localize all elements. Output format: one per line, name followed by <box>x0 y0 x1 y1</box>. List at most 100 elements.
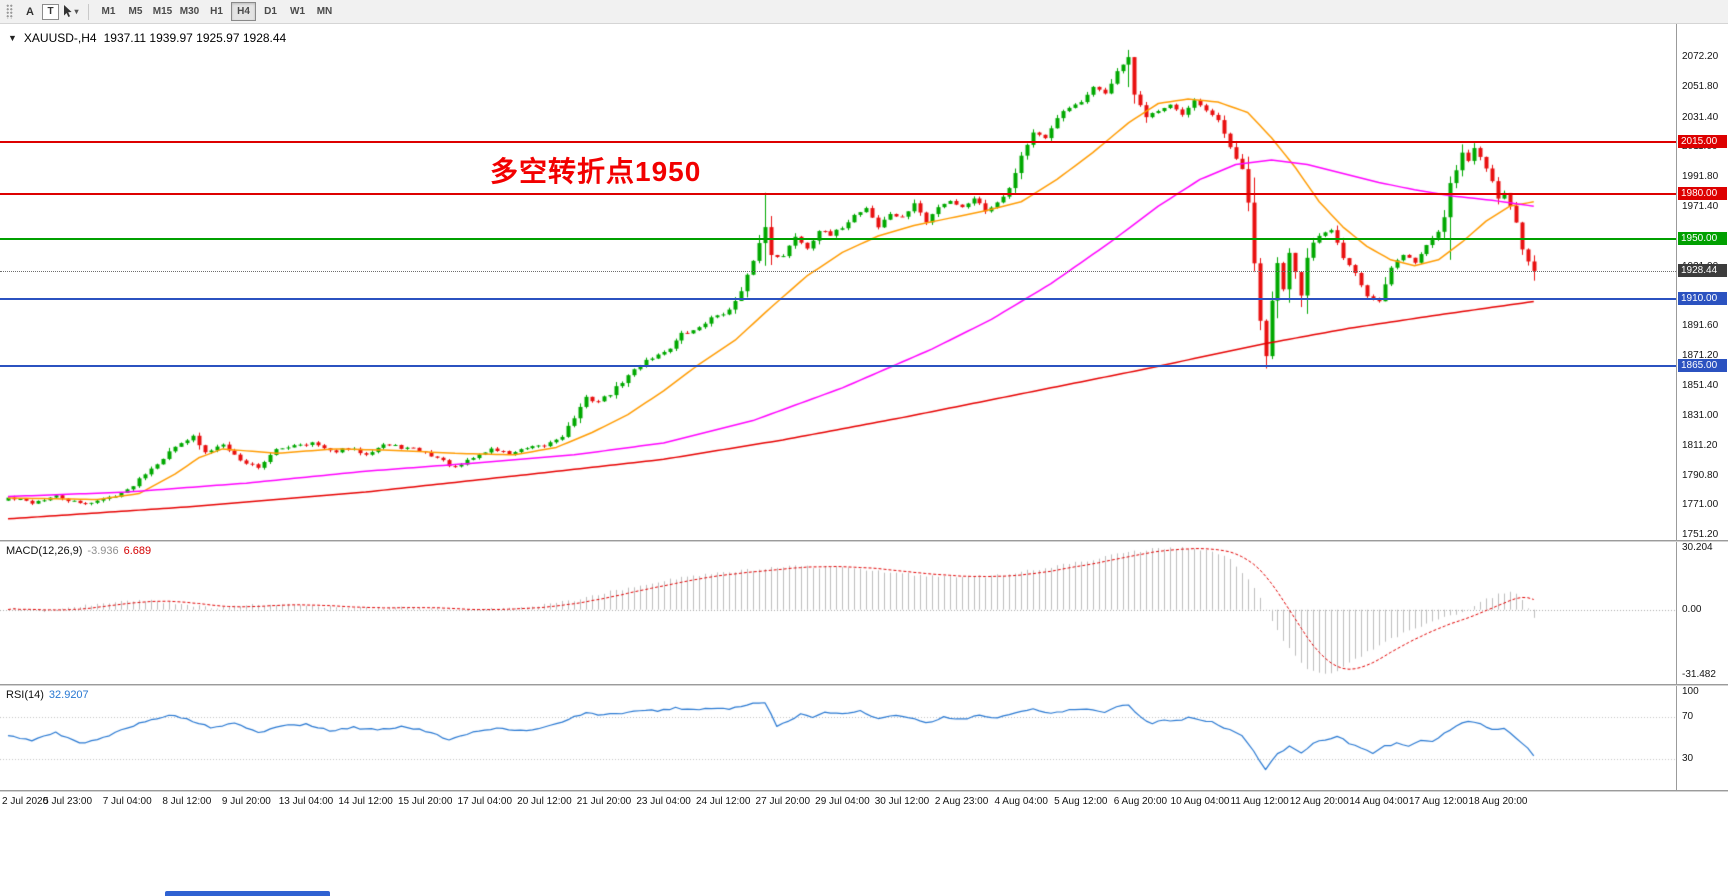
macd-label: MACD(12,26,9) -3.936 6.689 <box>6 545 151 557</box>
rsi-label: RSI(14) 32.9207 <box>6 689 89 701</box>
time-tick-label: 5 Aug 12:00 <box>1054 796 1108 807</box>
chart-title: ▼ XAUUSD-,H4 1937.11 1939.97 1925.97 192… <box>8 31 286 45</box>
time-tick-label: 4 Aug 04:00 <box>994 796 1048 807</box>
price-level-label: 1928.44 <box>1678 264 1727 278</box>
timeframe-m30-button[interactable]: M30 <box>177 2 202 21</box>
rsi-scale-tick: 70 <box>1682 711 1694 723</box>
time-tick-label: 18 Aug 20:00 <box>1468 796 1528 807</box>
main-chart-canvas[interactable] <box>0 24 1676 540</box>
price-tick: 2072.20 <box>1682 51 1719 63</box>
hline-2015.00[interactable] <box>0 141 1676 144</box>
time-tick-label: 5 Jul 23:00 <box>43 796 93 807</box>
main-price-axis[interactable]: 2072.202051.802031.402011.601991.801971.… <box>1676 24 1728 540</box>
price-level-label: 1950.00 <box>1678 231 1727 245</box>
time-tick-label: 17 Aug 12:00 <box>1408 796 1468 807</box>
time-tick-label: 20 Jul 12:00 <box>517 796 572 807</box>
price-tick: 1891.60 <box>1682 319 1719 331</box>
macd-canvas[interactable] <box>0 542 1676 684</box>
pane-divider-time[interactable] <box>0 790 1728 792</box>
cursor-icon <box>63 5 73 18</box>
time-tick-label: 21 Jul 20:00 <box>576 796 632 807</box>
price-tick: 1790.80 <box>1682 469 1719 481</box>
time-tick-label: 10 Aug 04:00 <box>1170 796 1230 807</box>
bottom-empty-area <box>0 812 1728 896</box>
macd-scale-tick: -31.482 <box>1682 669 1716 681</box>
timeframe-h4-button[interactable]: H4 <box>231 2 256 21</box>
taskbar-fragment <box>165 891 330 896</box>
macd-name: MACD(12,26,9) <box>6 545 83 557</box>
chart-annotation-text[interactable]: 多空转折点1950 <box>490 156 702 187</box>
pane-divider-macd[interactable] <box>0 540 1728 542</box>
text-tool-button[interactable]: T <box>42 3 59 20</box>
rsi-pane: RSI(14) 32.9207 100 70 30 <box>0 686 1728 790</box>
timeframe-m1-button[interactable]: M1 <box>96 2 121 21</box>
price-level-label: 2015.00 <box>1678 135 1727 149</box>
time-tick-label: 27 Jul 20:00 <box>755 796 811 807</box>
time-tick-label: 13 Jul 04:00 <box>278 796 334 807</box>
time-tick-label: 14 Jul 12:00 <box>338 796 393 807</box>
macd-value-signal: 6.689 <box>123 545 152 557</box>
price-tick: 1831.00 <box>1682 410 1719 422</box>
chart-dropdown-icon[interactable]: ▼ <box>8 33 17 43</box>
time-tick-label: 14 Aug 04:00 <box>1349 796 1409 807</box>
price-tick: 1751.20 <box>1682 528 1719 540</box>
time-tick-label: 12 Aug 20:00 <box>1289 796 1349 807</box>
time-tick-label: 2 Aug 23:00 <box>934 796 989 807</box>
price-level-label: 1865.00 <box>1678 358 1727 372</box>
timeframe-d1-button[interactable]: D1 <box>258 2 283 21</box>
toolbar: A T ▾ M1 M5 M15 M30 H1 H4 D1 W1 MN <box>0 0 1728 24</box>
hline-1980.00[interactable] <box>0 193 1676 196</box>
dropdown-caret-icon: ▾ <box>74 7 79 16</box>
price-tick: 1971.40 <box>1682 201 1719 213</box>
timeframe-h1-button[interactable]: H1 <box>204 2 229 21</box>
hline-1950.00[interactable] <box>0 237 1676 240</box>
timeframe-m5-button[interactable]: M5 <box>123 2 148 21</box>
timeframe-m15-button[interactable]: M15 <box>150 2 175 21</box>
rsi-scale-tick: 30 <box>1682 752 1694 764</box>
hline-1910.00[interactable] <box>0 297 1676 300</box>
time-tick-label: 29 Jul 04:00 <box>815 796 870 807</box>
price-tick: 1811.20 <box>1682 439 1718 451</box>
rsi-canvas[interactable] <box>0 686 1676 790</box>
time-tick-label: 30 Jul 12:00 <box>874 796 930 807</box>
chart-ohlc-values: 1937.11 1939.97 1925.97 1928.44 <box>103 31 287 45</box>
timeframe-group: M1 M5 M15 M30 H1 H4 D1 W1 MN <box>95 2 338 21</box>
rsi-value: 32.9207 <box>48 689 89 701</box>
time-tick-label: 24 Jul 12:00 <box>695 796 751 807</box>
macd-value-main: -3.936 <box>87 545 119 557</box>
time-tick-label: 11 Aug 12:00 <box>1230 796 1289 807</box>
time-tick-label: 8 Jul 12:00 <box>162 796 212 807</box>
rsi-name: RSI(14) <box>6 689 44 701</box>
price-level-label: 1910.00 <box>1678 291 1727 305</box>
rsi-axis[interactable]: 100 70 30 <box>1676 686 1728 790</box>
hline-1865.00[interactable] <box>0 364 1676 367</box>
toolbar-grip-handle[interactable] <box>6 4 13 19</box>
toolbar-separator <box>88 3 89 20</box>
price-tick: 1871.20 <box>1682 350 1719 362</box>
tool-a-button[interactable]: A <box>20 2 40 21</box>
rsi-scale-tick: 100 <box>1682 686 1699 697</box>
price-tick: 1991.80 <box>1682 170 1719 182</box>
chart-symbol-period: XAUUSD-,H4 <box>23 31 97 45</box>
timeframe-mn-button[interactable]: MN <box>312 2 337 21</box>
time-tick-label: 2 Jul 2020 <box>2 796 49 807</box>
time-tick-label: 7 Jul 04:00 <box>102 796 152 807</box>
timeframe-w1-button[interactable]: W1 <box>285 2 310 21</box>
price-tick: 2031.40 <box>1682 111 1719 123</box>
pane-divider-rsi[interactable] <box>0 684 1728 686</box>
hline-1928.44[interactable] <box>0 271 1676 273</box>
macd-pane: MACD(12,26,9) -3.936 6.689 30.204 0.00 -31… <box>0 542 1728 684</box>
time-tick-label: 17 Jul 04:00 <box>457 796 513 807</box>
time-tick-label: 6 Aug 20:00 <box>1113 796 1168 807</box>
price-tick: 2051.80 <box>1682 81 1719 93</box>
time-tick-label: 9 Jul 20:00 <box>221 796 271 807</box>
time-tick-label: 23 Jul 04:00 <box>636 796 691 807</box>
price-tick: 1851.40 <box>1682 379 1719 391</box>
time-tick-label: 15 Jul 20:00 <box>397 796 453 807</box>
price-level-label: 1980.00 <box>1678 187 1727 201</box>
time-axis[interactable]: 2 Jul 2020 5 Jul 23:00 7 Jul 04:00 8 Jul 12… <box>0 792 1676 812</box>
macd-scale-tick: 30.204 <box>1682 542 1713 553</box>
cursor-tool-button[interactable]: ▾ <box>61 2 81 21</box>
macd-axis[interactable]: 30.204 0.00 -31.482 <box>1676 542 1728 684</box>
